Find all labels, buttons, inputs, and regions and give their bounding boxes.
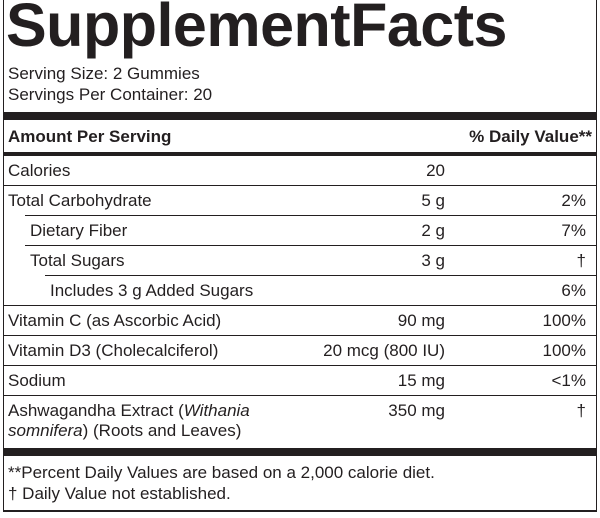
nutrient-name: Ashwagandha Extract (Withania somnifera)… <box>8 401 288 441</box>
row-rule <box>3 395 597 396</box>
daily-value: 2% <box>561 191 586 210</box>
daily-value: † <box>576 401 586 420</box>
header-daily-value: % Daily Value** <box>469 127 592 146</box>
title: SupplementFacts <box>6 0 507 59</box>
amount: 20 mcg (800 IU) <box>323 341 445 360</box>
daily-value: 6% <box>561 281 586 300</box>
row-rule <box>25 245 597 246</box>
bottom-rule <box>3 510 597 512</box>
amount: 5 g <box>421 191 445 210</box>
amount: 20 <box>426 161 445 180</box>
right-border <box>596 0 597 512</box>
row-rule <box>3 365 597 366</box>
row-rule <box>3 335 597 336</box>
row-rule <box>3 305 597 306</box>
servings-per-container: Servings Per Container: 20 <box>8 85 213 104</box>
row-rule <box>45 275 597 276</box>
footnote: **Percent Daily Values are based on a 2,… <box>8 463 435 482</box>
amount: 90 mg <box>397 311 445 330</box>
nutrient-name: Sodium <box>8 371 66 390</box>
name-part: Withania somnifera <box>8 401 250 440</box>
amount: 2 g <box>421 221 445 240</box>
row-rule <box>25 215 597 216</box>
nutrient-name: Vitamin D3 (Cholecalciferol) <box>8 341 219 360</box>
name-part: ) (Roots and Leaves) <box>82 421 242 440</box>
thick-rule <box>3 448 597 456</box>
amount: 15 mg <box>397 371 445 390</box>
daily-value: † <box>576 251 586 270</box>
daily-value: 7% <box>561 221 586 240</box>
nutrient-name: Dietary Fiber <box>30 221 128 240</box>
amount: 3 g <box>421 251 445 270</box>
nutrient-name: Total Carbohydrate <box>8 191 152 210</box>
header-rule <box>3 152 597 156</box>
nutrient-name: Total Sugars <box>30 251 125 270</box>
daily-value: <1% <box>551 371 587 390</box>
header-amount: Amount Per Serving <box>8 127 172 146</box>
amount: 350 mg <box>388 401 445 420</box>
nutrient-name: Includes 3 g Added Sugars <box>50 281 254 300</box>
footnote: † Daily Value not established. <box>8 484 231 503</box>
row-rule <box>3 185 597 186</box>
name-part: Ashwagandha Extract ( <box>8 401 184 420</box>
nutrient-name: Calories <box>8 161 71 180</box>
nutrient-name: Vitamin C (as Ascorbic Acid) <box>8 311 222 330</box>
thick-rule <box>3 112 597 120</box>
left-border <box>3 0 4 512</box>
serving-size: Serving Size: 2 Gummies <box>8 64 200 83</box>
daily-value: 100% <box>542 341 586 360</box>
daily-value: 100% <box>542 311 586 330</box>
